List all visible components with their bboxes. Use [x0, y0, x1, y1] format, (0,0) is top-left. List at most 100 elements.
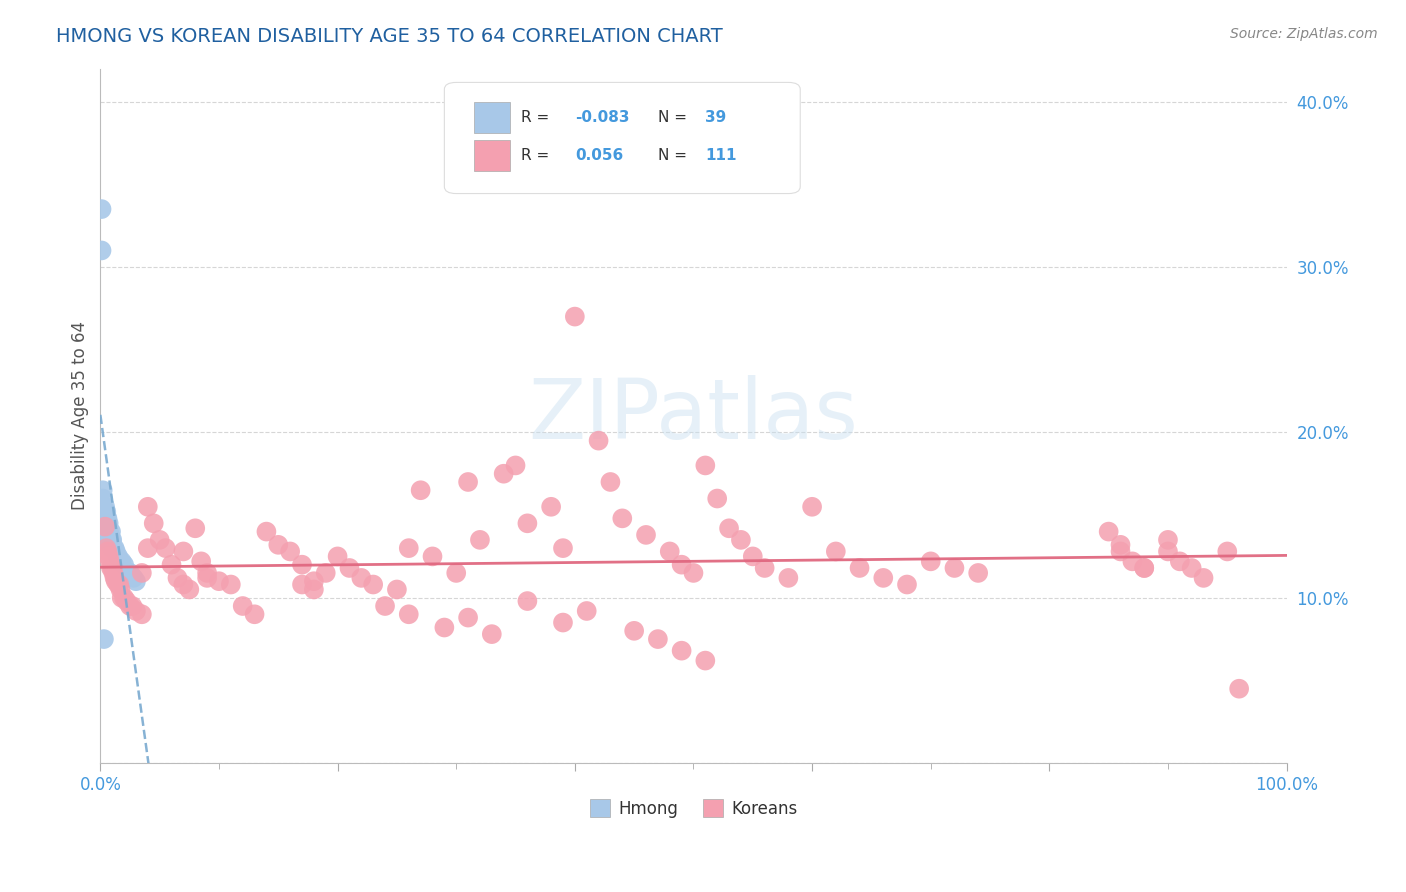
Point — [98, 554, 121, 568]
Point — [540, 500, 562, 514]
Point — [111, 591, 134, 605]
Point — [136, 541, 159, 555]
Point — [575, 604, 598, 618]
Point — [96, 519, 118, 533]
Point — [433, 620, 456, 634]
Point — [93, 524, 115, 539]
Point — [278, 544, 301, 558]
Point — [96, 505, 118, 519]
Point — [623, 624, 645, 638]
Point — [155, 541, 177, 555]
Point — [195, 566, 218, 580]
Point — [121, 599, 143, 613]
Point — [94, 511, 117, 525]
Point — [208, 574, 231, 589]
Text: R =: R = — [522, 110, 554, 125]
Point — [98, 528, 121, 542]
FancyBboxPatch shape — [444, 82, 800, 194]
Text: 39: 39 — [706, 110, 727, 125]
Point — [125, 574, 148, 589]
Point — [131, 566, 153, 580]
Point — [302, 574, 325, 589]
Point — [718, 521, 741, 535]
Point — [125, 604, 148, 618]
Point — [103, 571, 125, 585]
Point — [97, 516, 120, 531]
Point — [1098, 524, 1121, 539]
Point — [108, 577, 131, 591]
Point — [97, 533, 120, 547]
Point — [100, 524, 122, 539]
Point — [967, 566, 990, 580]
Point — [91, 483, 114, 498]
Point — [166, 571, 188, 585]
Point — [588, 434, 610, 448]
Point — [93, 533, 115, 547]
Point — [142, 516, 165, 531]
Point — [1181, 561, 1204, 575]
Point — [136, 500, 159, 514]
Point — [1133, 561, 1156, 575]
Point — [1192, 571, 1215, 585]
Point — [96, 519, 118, 533]
Point — [91, 500, 114, 514]
Point — [104, 544, 127, 558]
Point — [100, 561, 122, 575]
Point — [172, 544, 194, 558]
Point — [96, 511, 118, 525]
Point — [872, 571, 894, 585]
Point — [801, 500, 824, 514]
Point — [97, 549, 120, 564]
Point — [706, 491, 728, 506]
Point — [172, 577, 194, 591]
Point — [291, 558, 314, 572]
Point — [695, 654, 717, 668]
Point — [101, 541, 124, 555]
Point — [118, 599, 141, 613]
Text: -0.083: -0.083 — [575, 110, 630, 125]
Point — [409, 483, 432, 498]
Point — [93, 632, 115, 646]
Point — [920, 554, 942, 568]
Point — [422, 549, 444, 564]
Point — [232, 599, 254, 613]
Point — [551, 615, 574, 630]
Point — [1157, 533, 1180, 547]
Point — [96, 544, 118, 558]
Point — [267, 538, 290, 552]
Point — [671, 643, 693, 657]
Point — [111, 554, 134, 568]
Point — [104, 574, 127, 589]
Point — [100, 533, 122, 547]
Point — [131, 607, 153, 622]
Point — [96, 528, 118, 542]
Point — [101, 533, 124, 547]
Point — [1133, 561, 1156, 575]
Point — [93, 508, 115, 522]
Point — [101, 561, 124, 575]
Text: 111: 111 — [706, 148, 737, 163]
Point — [98, 536, 121, 550]
Point — [90, 244, 112, 258]
Point — [118, 566, 141, 580]
Point — [1109, 538, 1132, 552]
Text: ZIPatlas: ZIPatlas — [529, 376, 859, 457]
Point — [107, 549, 129, 564]
FancyBboxPatch shape — [474, 102, 509, 133]
Point — [1121, 554, 1143, 568]
Point — [824, 544, 846, 558]
Point — [1168, 554, 1191, 568]
Point — [658, 544, 681, 558]
Point — [468, 533, 491, 547]
Point — [682, 566, 704, 580]
Text: R =: R = — [522, 148, 554, 163]
Point — [374, 599, 396, 613]
Point — [103, 566, 125, 580]
Text: N =: N = — [658, 148, 692, 163]
Point — [291, 577, 314, 591]
Point — [778, 571, 800, 585]
Point — [96, 541, 118, 555]
Point — [315, 566, 337, 580]
Legend: Hmong, Koreans: Hmong, Koreans — [583, 793, 804, 824]
Point — [481, 627, 503, 641]
